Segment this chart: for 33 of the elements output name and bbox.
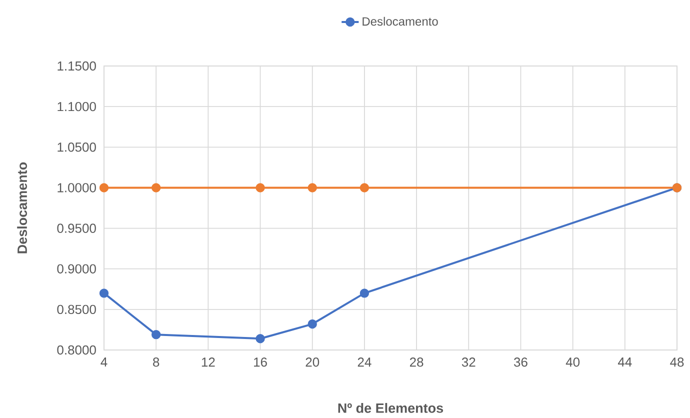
x-tick-label: 24	[358, 358, 372, 367]
x-tick-label: 32	[462, 358, 476, 367]
y-tick-label: 1.0500	[58, 142, 96, 152]
x-axis-title: Nº de Elementos	[338, 402, 444, 413]
point	[256, 183, 265, 192]
x-tick-label: 28	[410, 358, 424, 367]
y-tick-label: 1.1000	[58, 102, 96, 112]
y-tick-label: 0.8500	[57, 304, 96, 314]
point	[308, 319, 317, 329]
legend-label: Deslocamento	[362, 16, 438, 26]
point	[99, 288, 109, 298]
y-tick-label: 1.0000	[58, 183, 96, 192]
point	[151, 330, 161, 340]
y-tick-label: 0.9500	[57, 224, 96, 233]
point	[360, 288, 370, 298]
y-axis-title: Deslocamento	[17, 162, 28, 254]
x-tick-label: 16	[254, 358, 267, 367]
y-tick-label: 1.1500	[58, 61, 96, 71]
x-tick-label: 44	[618, 358, 632, 366]
x-tick-label: 48	[670, 358, 684, 367]
point	[360, 183, 370, 192]
y-tick-label: 0.8000	[57, 345, 96, 355]
x-tick-label: 12	[202, 358, 215, 367]
x-tick-label: 40	[566, 358, 580, 367]
point	[308, 183, 317, 192]
x-tick-label: 8	[153, 358, 160, 367]
point	[99, 183, 109, 192]
point	[256, 334, 265, 344]
x-tick-label: 36	[514, 358, 528, 367]
x-tick-label: 4	[100, 358, 108, 366]
point	[151, 183, 161, 192]
x-tick-label: 20	[306, 358, 320, 367]
y-tick-label: 0.9000	[57, 264, 96, 274]
